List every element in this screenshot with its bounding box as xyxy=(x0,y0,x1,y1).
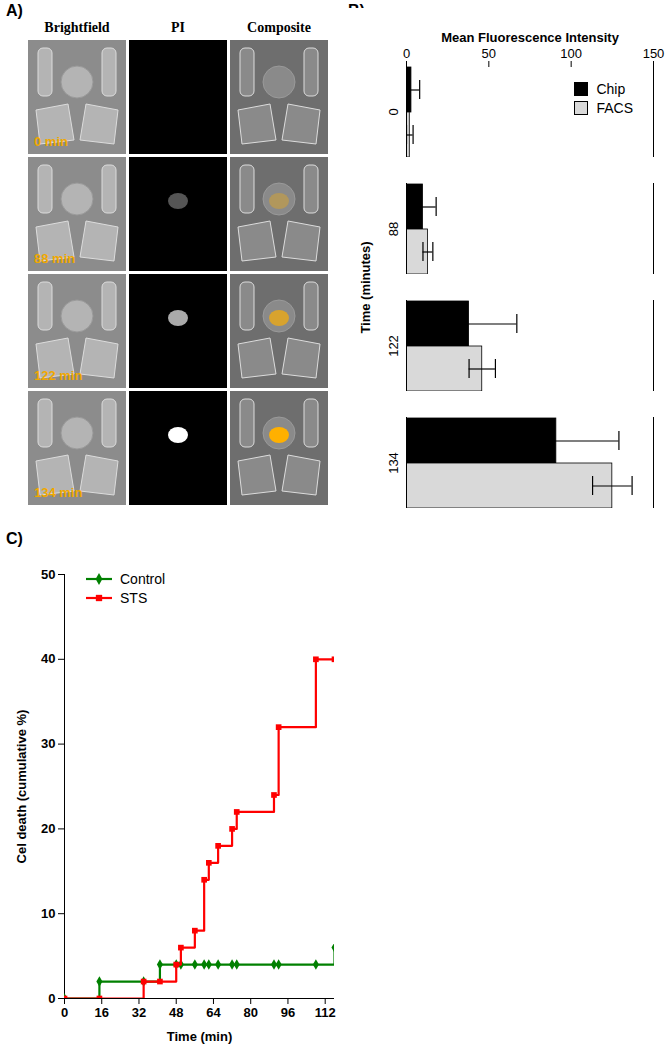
html-text:Chip: Chip xyxy=(596,81,626,97)
svg-text:88: 88 xyxy=(386,222,401,236)
svg-text:10: 10 xyxy=(41,906,55,921)
svg-text:20: 20 xyxy=(41,821,55,836)
svg-text:48: 48 xyxy=(169,1005,183,1020)
svg-text:100: 100 xyxy=(560,46,582,61)
html-text:B): B) xyxy=(348,2,365,19)
svg-text:32: 32 xyxy=(132,1005,146,1020)
html-text:C): C) xyxy=(6,530,23,547)
svg-text:0: 0 xyxy=(61,1005,68,1020)
svg-text:96: 96 xyxy=(281,1005,295,1020)
svg-text:80: 80 xyxy=(243,1005,257,1020)
svg-text:64: 64 xyxy=(206,1005,221,1020)
html-text:STS: STS xyxy=(120,590,148,606)
svg-text:0: 0 xyxy=(386,108,401,115)
svg-text:134 min: 134 min xyxy=(34,485,82,500)
svg-text:16: 16 xyxy=(95,1005,109,1020)
svg-text:Mean Fluorescence Intensity: Mean Fluorescence Intensity xyxy=(441,30,619,45)
html-text:A): A) xyxy=(6,2,23,19)
svg-text:134: 134 xyxy=(386,452,401,474)
svg-text:88 min: 88 min xyxy=(34,251,75,266)
svg-text:0: 0 xyxy=(403,46,410,61)
svg-text:PI: PI xyxy=(171,20,185,35)
svg-text:122 min: 122 min xyxy=(34,368,82,383)
svg-text:0: 0 xyxy=(48,991,55,1006)
svg-text:30: 30 xyxy=(41,736,55,751)
svg-text:Cel death (cumulative %): Cel death (cumulative %) xyxy=(14,710,29,864)
svg-text:50: 50 xyxy=(41,567,55,582)
html-text:FACS: FACS xyxy=(596,100,633,116)
svg-text:40: 40 xyxy=(41,651,55,666)
svg-text:Time (minutes): Time (minutes) xyxy=(358,241,373,333)
svg-text:Composite: Composite xyxy=(247,20,311,35)
svg-text:112: 112 xyxy=(315,1005,336,1020)
html-text:Control: Control xyxy=(120,571,166,587)
svg-text:150: 150 xyxy=(643,46,665,61)
svg-text:122: 122 xyxy=(386,335,401,357)
svg-text:0 min: 0 min xyxy=(34,134,68,149)
svg-text:Brightfield: Brightfield xyxy=(44,20,110,35)
svg-text:Time (min): Time (min) xyxy=(167,1029,233,1044)
svg-text:50: 50 xyxy=(482,46,496,61)
